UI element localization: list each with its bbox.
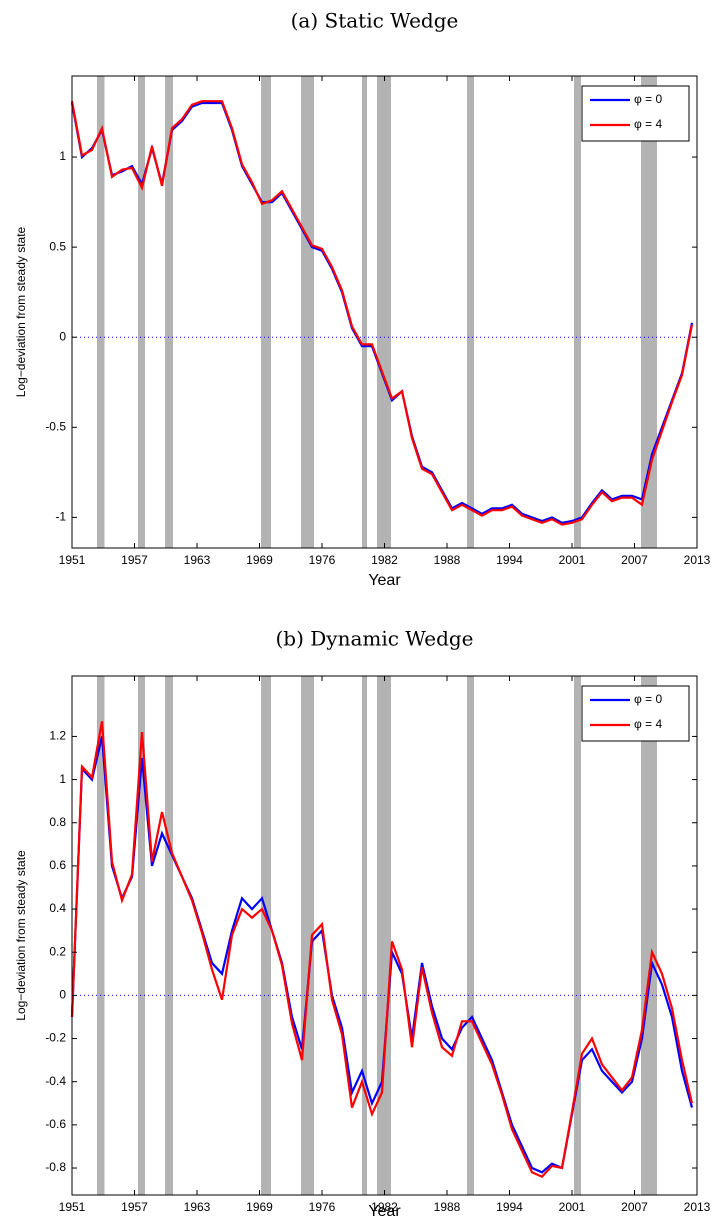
legend-box: [581, 685, 690, 742]
y-tick-label: -1: [55, 510, 66, 524]
recession-band: [574, 76, 581, 548]
x-tick-label: 1994: [496, 1200, 523, 1214]
x-tick-label: 1951: [59, 1200, 86, 1214]
x-tick-label: 1976: [309, 1200, 336, 1214]
chart-title: (a) Static Wedge: [291, 9, 459, 33]
series-line: [70, 721, 694, 1179]
x-tick-label: 2001: [559, 553, 586, 567]
recession-band: [641, 76, 657, 548]
x-tick-label: 2013: [684, 553, 711, 567]
series-line: [70, 100, 694, 526]
x-tick-label: 1969: [246, 553, 273, 567]
y-tick-label: -0.6: [45, 1117, 66, 1131]
x-tick-label: 1957: [121, 553, 148, 567]
y-tick-label: 1.2: [49, 729, 66, 743]
y-tick-label: 1: [59, 772, 66, 786]
y-tick-label: -0.8: [45, 1160, 66, 1174]
recession-band: [362, 76, 367, 548]
recession-band: [165, 676, 173, 1195]
y-tick-label: 0.5: [49, 239, 66, 253]
recession-band: [138, 676, 145, 1195]
legend-label: φ = 0: [634, 692, 662, 706]
recession-band: [362, 676, 367, 1195]
x-tick-label: 1994: [496, 553, 523, 567]
x-tick-label: 2013: [684, 1200, 711, 1214]
y-tick-label: 1: [59, 149, 66, 163]
recession-band: [261, 76, 271, 548]
recession-band: [467, 76, 474, 548]
recession-band: [261, 676, 271, 1195]
legend-label: φ = 4: [634, 117, 662, 131]
recession-band: [97, 76, 105, 548]
x-tick-label: 2007: [621, 1200, 648, 1214]
recession-band: [377, 76, 391, 548]
y-tick-label: -0.4: [45, 1074, 66, 1088]
y-tick-label: 0.8: [49, 815, 66, 829]
x-tick-label: 1957: [121, 1200, 148, 1214]
x-tick-label: 1988: [434, 1200, 461, 1214]
recession-band: [165, 76, 173, 548]
y-axis-label: Log−deviation from steady state: [14, 226, 28, 397]
y-tick-label: -0.5: [45, 419, 66, 433]
recession-band: [97, 676, 105, 1195]
x-tick-label: 2007: [621, 553, 648, 567]
y-tick-label: -0.2: [45, 1031, 66, 1045]
y-tick-label: 0.6: [49, 858, 66, 872]
y-axis-label: Log−deviation from steady state: [14, 850, 28, 1021]
chart-title: (b) Dynamic Wedge: [275, 627, 473, 651]
x-tick-label: 1963: [184, 1200, 211, 1214]
x-tick-label: 1963: [184, 553, 211, 567]
legend-label: φ = 0: [634, 92, 662, 106]
recession-band: [467, 676, 474, 1195]
x-tick-label: 2001: [559, 1200, 586, 1214]
recession-band: [377, 676, 391, 1195]
recession-band: [138, 76, 145, 548]
x-tick-label: 1982: [371, 553, 398, 567]
x-tick-label: 1969: [246, 1200, 273, 1214]
x-tick-label: 1976: [309, 553, 336, 567]
x-tick-label: 1982: [371, 1200, 398, 1214]
x-axis-label: Year: [368, 1203, 401, 1220]
legend-box: [581, 85, 690, 142]
recession-band: [574, 676, 581, 1195]
x-tick-label: 1988: [434, 553, 461, 567]
x-tick-label: 1951: [59, 553, 86, 567]
y-tick-label: 0.2: [49, 944, 66, 958]
legend-label: φ = 4: [634, 717, 662, 731]
y-tick-label: 0: [59, 988, 66, 1002]
recession-band: [301, 76, 314, 548]
x-axis-label: Year: [368, 572, 401, 589]
y-tick-label: 0.4: [49, 901, 66, 915]
recession-band: [641, 676, 657, 1195]
y-tick-label: 0: [59, 329, 66, 343]
recession-band: [301, 676, 314, 1195]
